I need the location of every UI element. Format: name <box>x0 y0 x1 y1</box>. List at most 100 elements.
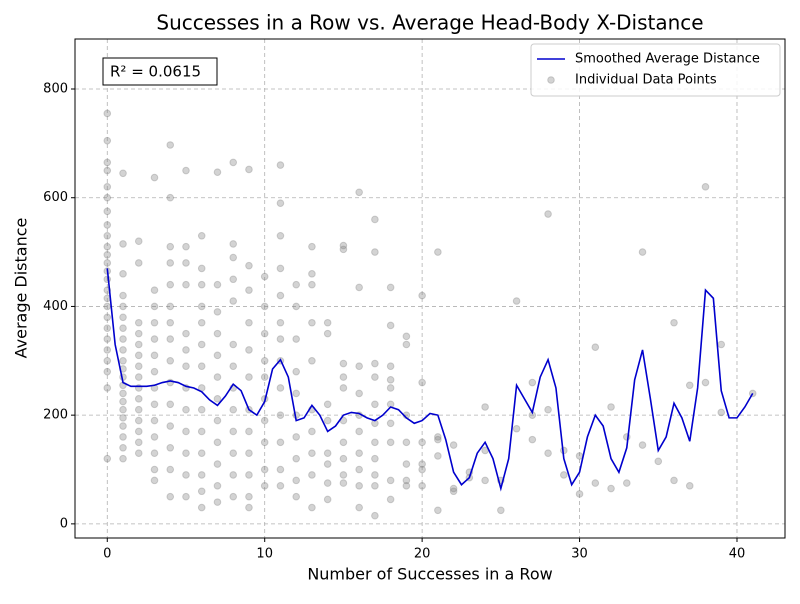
data-point <box>197 449 206 458</box>
data-point <box>355 427 363 436</box>
data-point <box>717 340 726 349</box>
y-tick-label: 0 <box>60 516 68 531</box>
data-point <box>150 173 159 182</box>
data-point <box>213 351 222 360</box>
data-point <box>323 460 332 468</box>
data-point <box>150 351 159 360</box>
data-point <box>308 242 316 251</box>
data-point <box>213 460 222 468</box>
data-point <box>166 465 175 474</box>
data-point <box>245 165 253 174</box>
data-point <box>323 495 332 504</box>
data-point <box>544 405 552 414</box>
x-axis-label: Number of Successes in a Row <box>307 565 552 584</box>
data-point <box>402 460 411 468</box>
data-point <box>355 389 363 398</box>
data-point <box>276 335 285 343</box>
data-point <box>386 283 395 292</box>
data-point <box>260 373 269 381</box>
data-point <box>701 183 710 191</box>
data-point <box>355 362 363 371</box>
data-point <box>166 492 175 501</box>
data-point <box>182 259 190 267</box>
data-point <box>544 210 552 218</box>
data-point <box>119 240 127 248</box>
data-point <box>134 351 143 360</box>
data-point <box>119 291 127 300</box>
data-point <box>119 302 127 311</box>
data-point <box>260 272 269 281</box>
data-point <box>339 373 348 381</box>
data-point <box>150 318 159 327</box>
x-tick-label: 10 <box>256 547 273 562</box>
data-point <box>134 340 143 349</box>
data-point <box>103 346 112 354</box>
annotation: R² = 0.0615 <box>110 63 201 81</box>
data-point <box>308 280 316 289</box>
data-point <box>386 476 395 485</box>
data-point <box>166 400 175 409</box>
legend-label: Individual Data Points <box>575 73 717 88</box>
data-point <box>229 427 238 436</box>
data-point <box>245 503 253 512</box>
data-point <box>103 367 112 376</box>
data-point <box>197 231 206 240</box>
data-point <box>229 492 238 501</box>
data-point <box>323 318 332 327</box>
data-point <box>229 297 238 305</box>
data-point <box>182 405 190 414</box>
data-point <box>308 270 316 278</box>
data-point <box>213 168 222 176</box>
data-point <box>434 506 442 515</box>
data-point <box>150 476 159 485</box>
y-tick-label: 600 <box>43 190 68 205</box>
data-point <box>103 454 112 463</box>
data-point <box>402 438 411 447</box>
data-point <box>371 373 379 381</box>
legend-label: Smoothed Average Distance <box>575 52 760 67</box>
data-point <box>339 384 348 392</box>
data-point <box>292 367 300 376</box>
data-point <box>434 433 442 441</box>
data-point <box>182 362 190 371</box>
data-point <box>292 280 300 289</box>
data-point <box>103 259 112 267</box>
data-point <box>245 471 253 479</box>
data-point <box>213 373 222 381</box>
data-point <box>103 136 112 145</box>
data-point <box>119 169 127 178</box>
data-point <box>371 248 379 256</box>
data-point <box>339 471 348 479</box>
data-point <box>134 416 143 425</box>
data-point <box>103 207 112 216</box>
data-point <box>292 454 300 463</box>
data-point <box>119 270 127 278</box>
data-point <box>119 346 127 354</box>
data-point <box>371 438 379 447</box>
data-point <box>497 506 505 515</box>
data-point <box>308 449 316 458</box>
data-point <box>607 484 615 493</box>
data-point <box>182 492 190 501</box>
data-point <box>339 359 348 368</box>
chart-title: Successes in a Row vs. Average Head-Body… <box>156 11 703 35</box>
data-point <box>276 411 285 419</box>
data-point <box>371 215 379 224</box>
data-point <box>166 335 175 343</box>
data-point <box>119 433 127 441</box>
y-axis-label: Average Distance <box>12 218 31 359</box>
data-point <box>591 343 600 352</box>
data-point <box>182 427 190 436</box>
data-point <box>103 324 112 332</box>
legend-box <box>530 43 781 97</box>
x-tick-label: 30 <box>571 547 588 562</box>
data-point <box>134 427 143 436</box>
data-point <box>213 280 222 289</box>
data-point <box>119 422 127 430</box>
data-point <box>213 438 222 447</box>
data-point <box>418 482 426 490</box>
data-point <box>386 438 395 447</box>
x-tick-label: 20 <box>414 547 431 562</box>
data-point <box>402 476 411 485</box>
data-point <box>103 158 112 167</box>
